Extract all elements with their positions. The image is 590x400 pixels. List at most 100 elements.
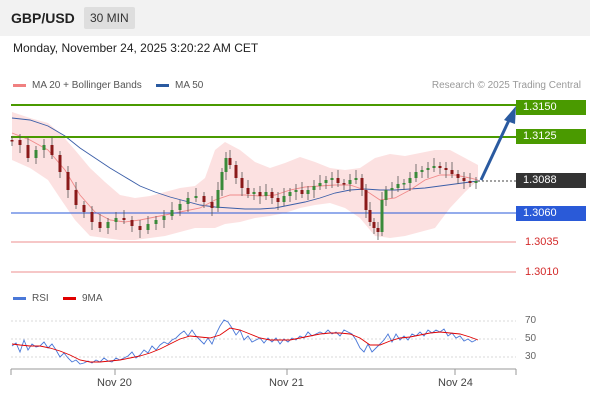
x-label-nov20: Nov 20 (97, 377, 132, 389)
candle-body (146, 224, 150, 230)
candle-body (34, 150, 38, 158)
candle-body (82, 205, 86, 212)
candle-body (444, 168, 448, 170)
candle-body (18, 140, 22, 145)
candle-body (186, 198, 190, 204)
candle-body (202, 196, 206, 202)
instrument-title: GBP/USD (11, 10, 75, 26)
candle-body (234, 165, 238, 178)
candle-body (402, 183, 406, 185)
level-text-s2: 1.3010 (525, 266, 559, 278)
candle-body (252, 192, 256, 194)
timeframe-badge[interactable]: 30 MIN (84, 7, 135, 29)
candle-body (154, 220, 158, 224)
candle-body (426, 168, 430, 170)
level-text-s1: 1.3035 (525, 236, 559, 248)
candle-body (10, 140, 14, 142)
candle-body (372, 222, 376, 228)
ma50-line (11, 117, 479, 210)
level-tag-last: 1.3088 (516, 173, 586, 188)
candle-body (162, 216, 166, 220)
candle-body (390, 188, 394, 190)
candle-body (98, 222, 102, 228)
candle-body (50, 145, 54, 155)
candle-body (300, 190, 304, 194)
candle-body (90, 212, 94, 222)
bollinger-band (12, 112, 478, 240)
candle-body (432, 166, 436, 168)
legend-ma50: MA 50 (156, 80, 203, 91)
candle-body (384, 190, 388, 200)
candle-body (114, 218, 118, 222)
candle-body (376, 228, 380, 232)
rsi-ma-swatch (63, 297, 76, 300)
candle-body (106, 222, 110, 228)
candle-body (246, 188, 250, 194)
legend-ma20: MA 20 + Bollinger Bands (13, 80, 142, 91)
candle-body (456, 174, 460, 178)
candle-body (26, 145, 30, 158)
candlestick-series (10, 134, 478, 240)
candle-body (364, 190, 368, 210)
top-bar: GBP/USD 30 MIN (0, 0, 590, 36)
candle-body (66, 172, 70, 190)
candle-body (360, 178, 364, 190)
candle-body (306, 190, 310, 194)
legend-rsi-label: RSI (32, 293, 49, 304)
candle-body (420, 170, 424, 172)
legend-ma20-label: MA 20 + Bollinger Bands (32, 80, 142, 91)
candle-body (216, 190, 220, 208)
candle-body (58, 155, 62, 172)
up-right-arrow-icon (479, 106, 516, 181)
credit-text: Research © 2025 Trading Central (431, 80, 581, 91)
legend-rsi-ma: 9MA (63, 293, 103, 304)
chart-datetime: Monday, November 24, 2025 3:20:22 AM CET (13, 41, 259, 55)
candle-body (282, 196, 286, 202)
candle-body (264, 192, 268, 196)
candle-body (42, 145, 46, 150)
candle-body (336, 178, 340, 183)
rsi-ma-line (11, 327, 479, 363)
rsi-tick-70: 70 (525, 315, 537, 326)
candle-body (380, 200, 384, 232)
candle-body (354, 178, 358, 180)
candle-body (228, 158, 232, 165)
candle-body (450, 170, 454, 174)
rsi-tick-50: 50 (525, 333, 537, 344)
candle-body (438, 166, 442, 168)
candle-body (220, 172, 224, 190)
level-tag-pivot: 1.3060 (516, 206, 586, 221)
candle-body (330, 178, 334, 180)
candle-body (170, 210, 174, 216)
candle-body (324, 180, 328, 183)
x-label-nov24: Nov 24 (438, 377, 473, 389)
rsi-tick-30: 30 (525, 351, 537, 362)
candle-body (318, 183, 322, 186)
legend-ma50-label: MA 50 (175, 80, 204, 91)
candle-body (224, 158, 228, 172)
candle-body (474, 181, 478, 183)
ma50-swatch (156, 84, 169, 87)
candle-body (408, 178, 412, 183)
candle-body (74, 190, 78, 205)
ma20-swatch (13, 84, 26, 87)
x-label-nov21: Nov 21 (269, 377, 304, 389)
candle-body (194, 196, 198, 198)
candle-body (240, 178, 244, 188)
candle-body (462, 178, 466, 181)
candle-body (294, 190, 298, 192)
candle-body (312, 186, 316, 190)
candle-body (138, 226, 142, 230)
legend-rsi: RSI (13, 293, 49, 304)
candle-body (414, 172, 418, 178)
rsi-swatch (13, 297, 26, 300)
candle-body (276, 198, 280, 202)
candle-body (468, 181, 472, 183)
candle-body (348, 180, 352, 184)
candle-body (258, 192, 262, 196)
candle-body (122, 218, 126, 220)
candle-body (210, 202, 214, 208)
candle-body (130, 220, 134, 226)
candle-body (396, 184, 400, 188)
